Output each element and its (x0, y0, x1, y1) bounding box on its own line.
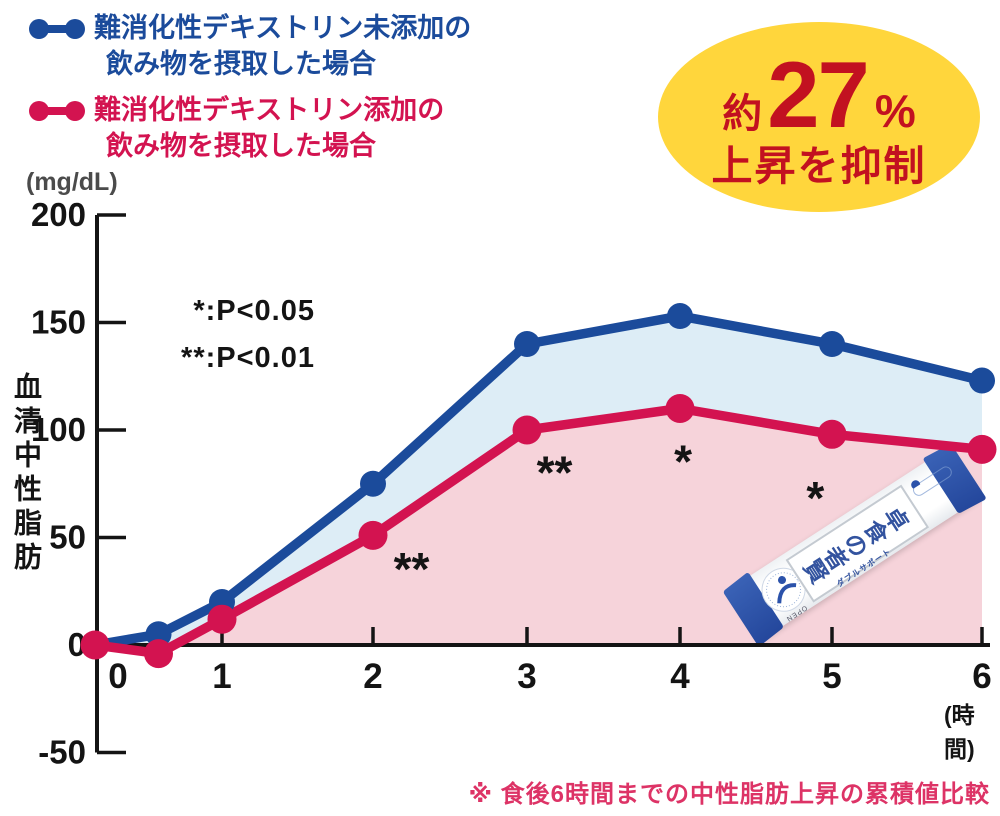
badge-caption: 上昇を抑制 (711, 142, 927, 189)
x-tick-label: 3 (517, 657, 536, 696)
significance-asterisk: ** (537, 446, 573, 498)
x-tick-label: 2 (363, 657, 382, 696)
y-axis-unit-label: (mg/dL) (26, 168, 118, 196)
blue-series-point (209, 589, 235, 615)
y-tick-label: 0 (68, 626, 86, 663)
legend-label: 難消化性デキストリン添加の 飲み物を摂取した場合 (94, 95, 445, 161)
blue-series-point (667, 303, 693, 330)
x-tick-label: 1 (212, 657, 231, 696)
footnote: ※ 食後6時間までの中性脂肪上昇の累積値比較 (468, 781, 990, 808)
chart-legend: 難消化性デキストリン未添加の 飲み物を摂取した場合 難消化性デキストリン添加の … (28, 10, 471, 174)
x-tick-label: 5 (822, 657, 841, 696)
red-series-point (512, 415, 542, 445)
red-series-point (358, 520, 388, 550)
badge-percent-unit: % (874, 84, 916, 137)
legend-label: 難消化性デキストリン未添加の 飲み物を摂取した場合 (94, 13, 472, 79)
y-axis-title: 血清中性脂肪 (11, 372, 42, 576)
legend-marker-dumbbell (29, 101, 85, 121)
blue-series-point (360, 470, 386, 497)
badge-percent-value: 27 (767, 41, 870, 147)
badge-percent-row: 約 27 % (722, 41, 916, 147)
significance-notes: *:P<0.05 **:P<0.01 (135, 288, 315, 382)
blue-series-point (145, 621, 172, 648)
y-tick-label: 200 (31, 196, 86, 233)
product-stick: 賢者の食卓 ダブルサポート OPEN (722, 443, 987, 647)
blue-series-point (819, 331, 845, 357)
badge-prefix: 約 (722, 91, 763, 136)
significance-asterisk: * (806, 472, 824, 524)
significance-asterisk: * (674, 436, 692, 488)
red-series-point (207, 604, 237, 634)
legend-item-without-dextrin: 難消化性デキストリン未添加の 飲み物を摂取した場合 (28, 10, 471, 82)
y-tick-label: 50 (49, 519, 86, 556)
p-note-2: **:P<0.01 (181, 342, 315, 374)
legend-marker-dumbbell (29, 19, 85, 39)
legend-item-with-dextrin: 難消化性デキストリン添加の 飲み物を摂取した場合 (28, 92, 471, 164)
red-series-point (665, 394, 695, 423)
p-note-1: *:P<0.05 (193, 295, 315, 327)
y-tick-label: -50 (38, 734, 86, 771)
y-tick-label: 150 (31, 304, 86, 341)
red-series-point (967, 434, 997, 464)
red-series-point (817, 419, 847, 449)
suppression-badge: 約 27 % 上昇を抑制 (658, 22, 980, 212)
product-label-box: 賢者の食卓 (785, 484, 930, 603)
blue-series-point (969, 367, 995, 394)
blue-series-point (514, 331, 540, 357)
red-series-point (80, 630, 110, 660)
x-tick-label: 4 (670, 657, 690, 696)
red-series-point (144, 639, 173, 669)
x-axis-unit-label: (時間) (944, 702, 975, 762)
blue-series-point (82, 632, 108, 658)
x-tick-label: 6 (972, 657, 991, 696)
significance-asterisk: ** (394, 543, 430, 595)
x-tick-label: 0 (108, 657, 127, 696)
